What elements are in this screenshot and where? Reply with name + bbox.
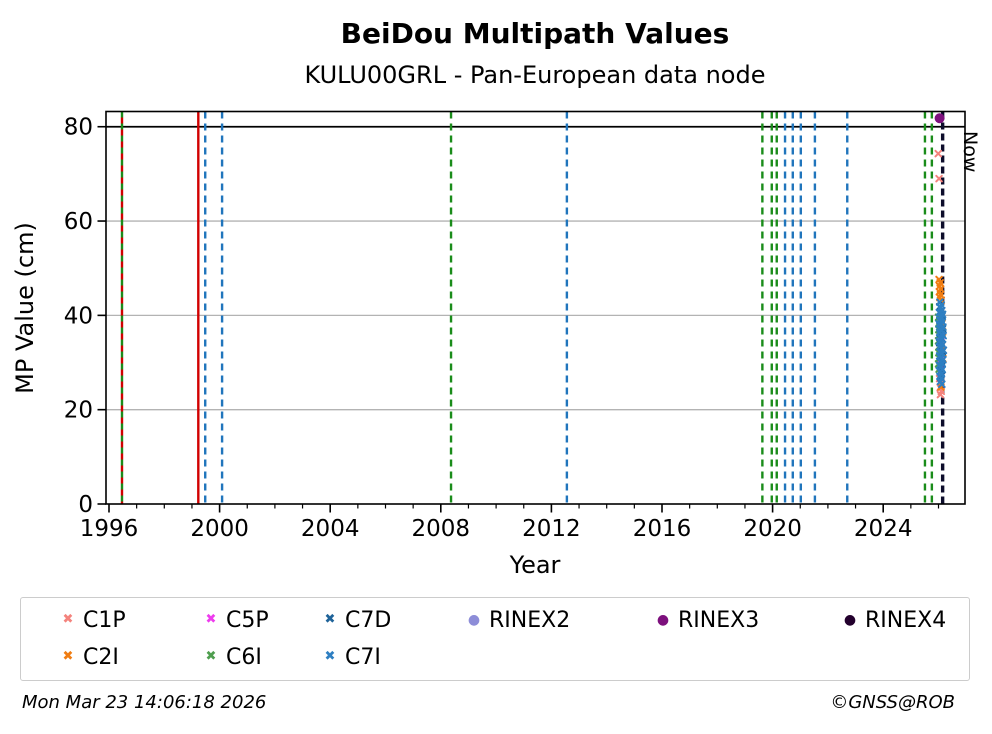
x-marker-icon: ✖ [205, 612, 217, 627]
x-tick-label: 2008 [412, 516, 471, 542]
chart-subtitle: KULU00GRL - Pan-European data node [304, 61, 765, 89]
point-c7i [939, 346, 948, 355]
x-marker-icon: ✖ [205, 649, 217, 664]
point-c1p [935, 174, 943, 183]
point-rinex3 [934, 113, 945, 124]
now-label: Now [959, 131, 981, 172]
y-tick-label: 20 [64, 398, 93, 424]
legend-item-rinex4: ● RINEX4 [839, 606, 946, 634]
point-c7i [938, 380, 946, 389]
legend-item-c7d: ✖ C7D [319, 606, 392, 634]
x-tick-label: 2012 [522, 516, 581, 542]
chart-title: BeiDou Multipath Values [341, 17, 730, 50]
y-tick-label: 0 [78, 492, 93, 518]
x-marker-icon: ✖ [62, 649, 74, 664]
circle-marker-icon: ● [843, 612, 857, 628]
legend-label: C2I [83, 644, 119, 670]
legend-label: C7I [345, 644, 381, 670]
legend-label: C1P [83, 607, 126, 633]
x-axis-label: Year [509, 551, 561, 579]
legend-item-rinex3: ● RINEX3 [652, 606, 759, 634]
x-tick-label: 2024 [854, 516, 913, 542]
legend-item-c1p: ✖ C1P [57, 606, 126, 634]
legend-item-c7i: ✖ C7I [319, 643, 381, 671]
legend-label: C6I [226, 644, 262, 670]
point-c1p [936, 390, 945, 399]
legend-item-c5p: ✖ C5P [200, 606, 269, 634]
x-tick-label: 2016 [633, 516, 692, 542]
timestamp-text: Mon Mar 23 14:06:18 2026 [22, 692, 267, 713]
legend-item-rinex2: ● RINEX2 [463, 606, 570, 634]
legend-label: RINEX4 [865, 607, 947, 633]
copyright-text: ©GNSS@ROB [830, 692, 955, 713]
x-tick-label: 2020 [743, 516, 802, 542]
multipath-chart: BeiDou Multipath Values KULU00GRL - Pan-E… [11, 17, 981, 579]
x-marker-icon: ✖ [62, 612, 74, 627]
legend-label: RINEX3 [678, 607, 760, 633]
x-tick-label: 1996 [80, 516, 139, 542]
x-tick-label: 2000 [190, 516, 249, 542]
x-marker-icon: ✖ [324, 612, 336, 627]
point-c1p [934, 149, 943, 158]
y-axis-label: MP Value (cm) [11, 222, 39, 394]
plot-border [105, 110, 966, 505]
y-tick-label: 80 [64, 115, 93, 141]
y-tick-label: 40 [64, 303, 93, 329]
circle-marker-icon: ● [467, 612, 481, 628]
legend-label: C5P [226, 607, 269, 633]
legend-label: RINEX2 [489, 607, 571, 633]
legend-item-c2i: ✖ C2I [57, 643, 119, 671]
legend-label: C7D [345, 607, 392, 633]
y-tick-label: 60 [64, 209, 93, 235]
chart-footer: Mon Mar 23 14:06:18 2026 ©GNSS@ROB [22, 692, 955, 713]
x-tick-label: 2004 [301, 516, 360, 542]
legend-item-c6i: ✖ C6I [200, 643, 262, 671]
circle-marker-icon: ● [656, 612, 670, 628]
x-marker-icon: ✖ [324, 649, 336, 664]
chart-legend: ✖ C1P ✖ C5P ✖ C7D ● RINEX2 ● RINEX3 ● RINEX4 ✖ C2I ✖ C6… [20, 597, 970, 681]
